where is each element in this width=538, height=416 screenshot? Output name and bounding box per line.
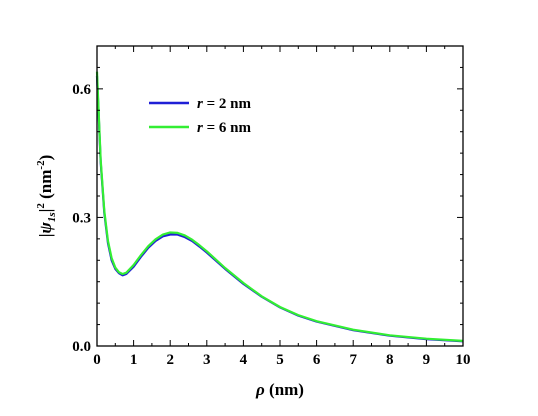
x-tick-label: 5 <box>276 352 284 368</box>
legend-label-r6-rest: = 6 nm <box>203 120 252 136</box>
y-axis-unit-close: ) <box>36 155 55 161</box>
y-axis-unit: (nm <box>36 170 55 204</box>
x-tick-label: 1 <box>130 352 138 368</box>
y-axis-bar-left: | <box>36 234 55 238</box>
y-axis-title: |ψ1s|2 (nm-2) <box>35 155 58 238</box>
legend-label-r2-rest: = 2 nm <box>203 96 252 112</box>
x-tick-label: 0 <box>93 352 101 368</box>
y-axis-bar-right: | <box>36 209 55 213</box>
y-axis-square-superscript: 2 <box>35 203 47 209</box>
y-axis-psi: ψ <box>36 222 55 234</box>
x-axis-title: ρ (nm) <box>255 380 304 399</box>
x-tick-label: 6 <box>313 352 321 368</box>
series-line-0 <box>95 75 464 343</box>
y-axis-psi-subscript: 1s <box>46 212 58 222</box>
legend-label-r2-var: r <box>197 96 203 112</box>
legend-label-r6: r = 6 nm <box>197 120 251 136</box>
y-tick-label: 0.6 <box>72 82 91 98</box>
series-line-1 <box>95 71 464 342</box>
x-tick-label: 4 <box>240 352 248 368</box>
plot-frame <box>96 45 464 347</box>
y-tick-label: 0.3 <box>72 210 91 226</box>
x-tick-label: 3 <box>203 352 211 368</box>
x-axis-symbol: ρ <box>255 380 265 399</box>
x-tick-label: 10 <box>456 352 471 368</box>
legend-label-r2: r = 2 nm <box>197 96 251 112</box>
y-axis-unit-superscript: -2 <box>35 160 47 170</box>
y-tick-label: 0.0 <box>72 339 91 355</box>
legend: r = 2 nm r = 6 nm <box>149 96 251 136</box>
x-tick-label: 7 <box>349 352 357 368</box>
ticks-layer: 0 1 2 3 4 5 6 7 8 9 10 0.0 0.3 0.6 <box>72 45 471 368</box>
legend-label-r6-var: r <box>197 120 203 136</box>
plot-layer <box>95 71 464 343</box>
x-tick-label: 9 <box>423 352 431 368</box>
x-tick-label: 8 <box>386 352 394 368</box>
x-tick-label: 2 <box>166 352 174 368</box>
x-axis-unit: (nm) <box>265 380 304 399</box>
